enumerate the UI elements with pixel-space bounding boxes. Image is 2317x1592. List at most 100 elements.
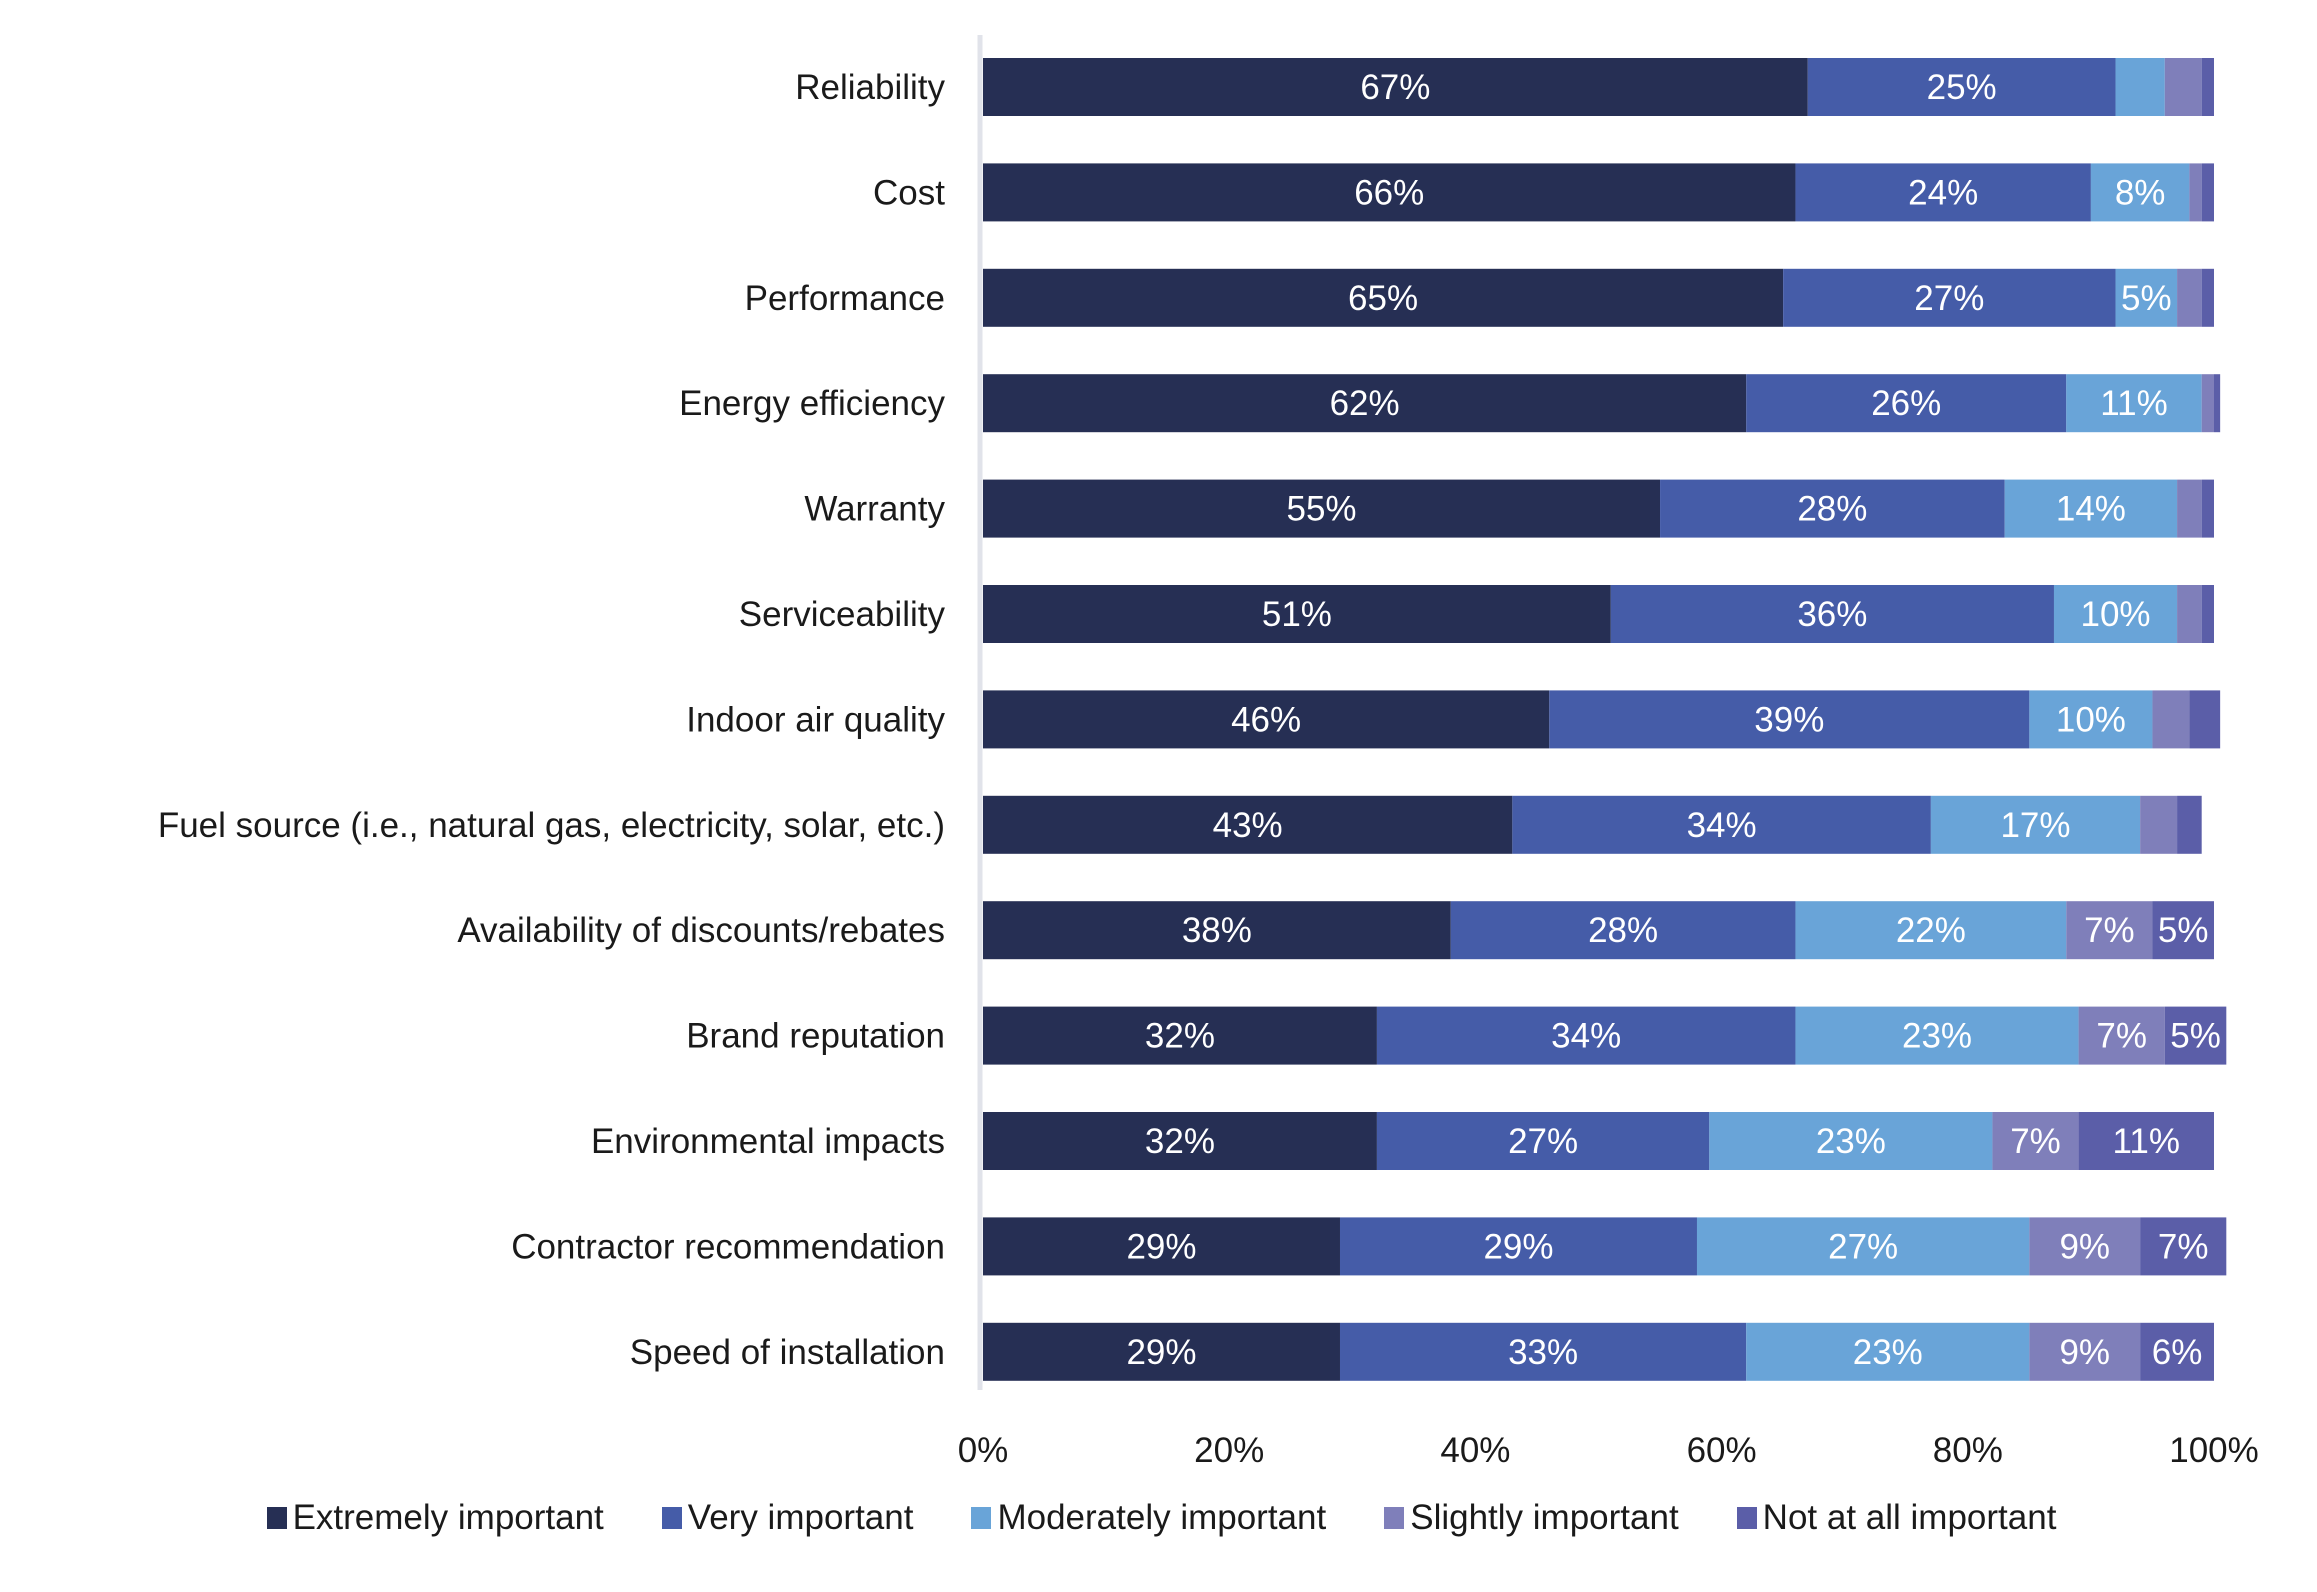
- bar-segment: [1660, 479, 2005, 538]
- data-label: 5%: [2121, 279, 2172, 318]
- category-label: Availability of discounts/rebates: [457, 911, 945, 950]
- x-tick-label: 20%: [1194, 1431, 1264, 1470]
- bar-segment: [2140, 795, 2178, 854]
- data-label: 7%: [2084, 911, 2135, 950]
- data-label: 32%: [1145, 1017, 1215, 1056]
- bar-segment: [2189, 690, 2221, 749]
- data-label: 27%: [1508, 1122, 1578, 1161]
- bar-segment: [1549, 690, 2030, 749]
- data-label: 7%: [2158, 1227, 2209, 1266]
- data-label: 25%: [1927, 68, 1997, 107]
- bar-segment: [2029, 690, 2153, 749]
- legend-label: Extremely important: [292, 1498, 604, 1537]
- data-label: 67%: [1360, 68, 1430, 107]
- data-label: 23%: [1902, 1017, 1972, 1056]
- bar-segment: [2090, 163, 2190, 222]
- data-label: 11%: [2113, 1122, 2180, 1161]
- data-label: 7%: [2010, 1122, 2061, 1161]
- data-label: 23%: [1853, 1333, 1923, 1372]
- bar-segment: [2029, 1217, 2141, 1276]
- legend-label: Very important: [687, 1498, 914, 1537]
- data-label: 28%: [1797, 490, 1867, 529]
- legend-item: Very important: [656, 1498, 914, 1538]
- bar-segment: [983, 374, 1747, 433]
- bar-segment: [1795, 901, 2067, 960]
- bar-segment: [1450, 901, 1796, 960]
- data-label: 23%: [1816, 1122, 1886, 1161]
- legend-swatch: [1384, 1507, 1405, 1529]
- bar-segment: [983, 795, 1513, 854]
- bar-segment: [2078, 1006, 2165, 1065]
- bar-segment: [1610, 585, 2054, 643]
- bar-segment: [1807, 58, 2116, 116]
- category-label: Energy efficiency: [679, 384, 945, 423]
- data-label: 65%: [1348, 279, 1418, 318]
- data-label: 28%: [1588, 911, 1658, 950]
- category-label: Speed of installation: [630, 1333, 945, 1372]
- data-label: 32%: [1145, 1122, 1215, 1161]
- bar-segment: [2164, 58, 2202, 116]
- category-label: Serviceability: [739, 595, 946, 634]
- bar-segment: [983, 901, 1451, 960]
- bar-segment: [2066, 901, 2153, 960]
- data-label: 29%: [1483, 1227, 1553, 1266]
- bar-segment: [2115, 58, 2165, 116]
- bar-segment: [1992, 1112, 2079, 1170]
- data-label: 29%: [1126, 1333, 1196, 1372]
- x-tick-label: 0%: [958, 1431, 1009, 1470]
- bar-segment: [2201, 268, 2214, 327]
- x-tick-label: 100%: [2169, 1431, 2259, 1470]
- bar-segment: [2201, 479, 2214, 538]
- bar-segment: [1512, 795, 1931, 854]
- bars: 67% 25% 66% 24% 8% 65% 27% 5% 62% 26% 11% 55% 28% 14%…: [983, 58, 2227, 1381]
- data-label: 11%: [2100, 384, 2167, 423]
- bar-segment: [1376, 1112, 1710, 1170]
- bar-segment: [2177, 268, 2202, 327]
- bar-segment: [2201, 374, 2214, 433]
- legend-swatch: [661, 1507, 682, 1529]
- data-label: 27%: [1828, 1227, 1898, 1266]
- data-label: 5%: [2158, 911, 2209, 950]
- bar-segment: [2201, 585, 2214, 643]
- data-label: 29%: [1126, 1227, 1196, 1266]
- bar-segment: [1930, 795, 2141, 854]
- bar-segment: [1709, 1112, 1993, 1170]
- data-label: 62%: [1330, 384, 1400, 423]
- bar-segment: [2152, 690, 2190, 749]
- bar-segment: [2214, 374, 2221, 433]
- bar-segment: [1376, 1006, 1796, 1065]
- legend-item: Not at all important: [1731, 1498, 2057, 1538]
- bar-segment: [2140, 1217, 2227, 1276]
- bar-segment: [2115, 268, 2178, 327]
- bar-segment: [2201, 58, 2214, 116]
- bar-segment: [2029, 1322, 2141, 1381]
- data-label: 6%: [2152, 1333, 2203, 1372]
- bar-segment: [2053, 585, 2178, 643]
- x-axis-ticks: 0% 20% 40% 60% 80% 100%: [958, 1431, 2259, 1470]
- category-label: Contractor recommendation: [511, 1227, 945, 1266]
- data-label: 10%: [2080, 595, 2150, 634]
- bar-segment: [2152, 901, 2214, 960]
- bar-segment: [983, 479, 1661, 538]
- legend: Extremely important Very important Moderat…: [0, 1498, 2317, 1538]
- legend-swatch: [266, 1507, 287, 1529]
- data-label: 9%: [2059, 1227, 2110, 1266]
- data-label: 24%: [1908, 173, 1978, 212]
- bar-segment: [983, 1006, 1377, 1065]
- legend-label: Not at all important: [1762, 1498, 2057, 1537]
- category-label: Brand reputation: [686, 1017, 945, 1056]
- data-label: 10%: [2056, 700, 2126, 739]
- legend-swatch: [1736, 1507, 1757, 1529]
- bar-segment: [983, 163, 1796, 222]
- data-label: 17%: [2000, 806, 2070, 845]
- category-label: Warranty: [804, 490, 945, 529]
- bar-segment: [983, 1112, 1377, 1170]
- category-label: Reliability: [795, 68, 945, 107]
- legend-label: Moderately important: [997, 1498, 1327, 1537]
- category-label: Fuel source (i.e., natural gas, electric…: [158, 806, 945, 845]
- data-label: 34%: [1551, 1017, 1621, 1056]
- bar-segment: [983, 268, 1784, 327]
- bar-segment: [2189, 163, 2202, 222]
- data-label: 36%: [1797, 595, 1867, 634]
- bar-segment: [983, 690, 1550, 749]
